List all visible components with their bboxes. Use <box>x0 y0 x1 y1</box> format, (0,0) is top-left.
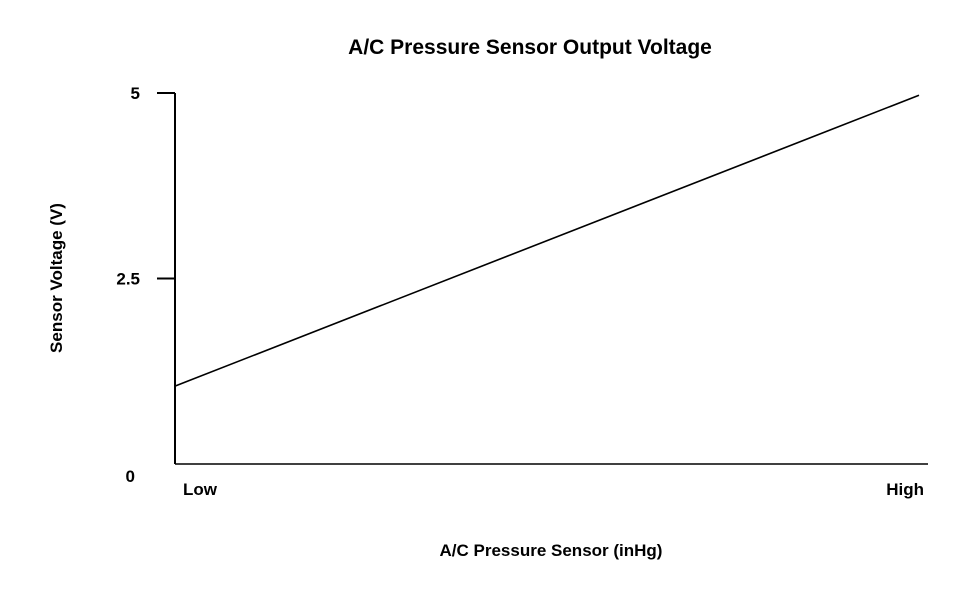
x-tick-label-high: High <box>886 480 924 499</box>
y-tick-label: 0 <box>126 467 135 486</box>
y-axis-label: Sensor Voltage (V) <box>47 203 66 353</box>
y-tick-label: 5 <box>131 84 140 103</box>
x-tick-label-low: Low <box>183 480 218 499</box>
series-line <box>174 94 920 387</box>
y-tick-label: 2.5 <box>116 270 140 289</box>
x-axis-label: A/C Pressure Sensor (inHg) <box>440 541 663 560</box>
chart-title: A/C Pressure Sensor Output Voltage <box>348 36 712 59</box>
